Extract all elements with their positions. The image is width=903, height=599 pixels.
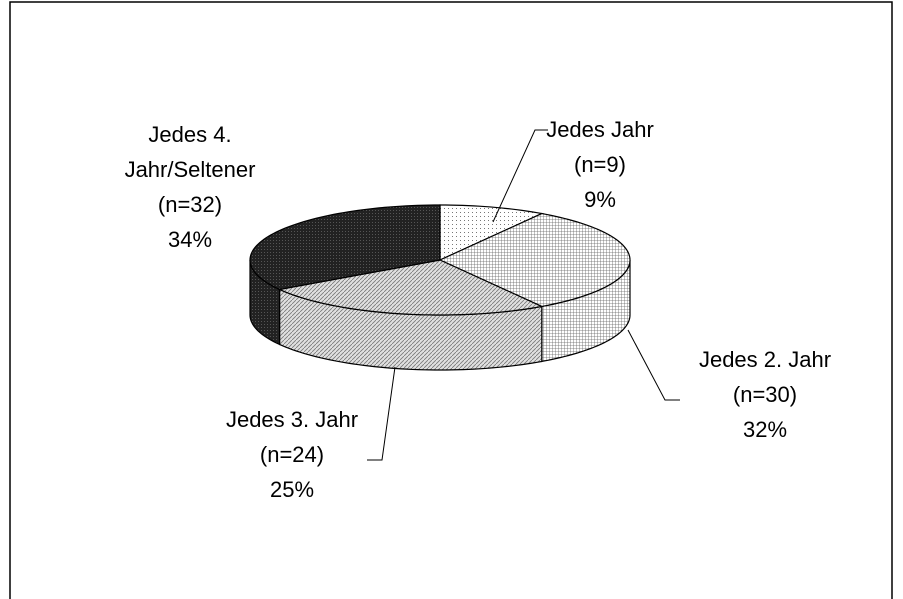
category-label: Jedes 4. Jahr/Seltener [124, 122, 256, 182]
leader-line [627, 329, 680, 401]
value-label: 34% [167, 227, 213, 252]
count-label: (n=30) [732, 382, 798, 407]
slice [277, 259, 544, 316]
category-label: Jedes 3. Jahr [225, 407, 359, 432]
slice-label: Jedes 4. Jahr/Seltener (n=32) 34% [115, 117, 265, 257]
count-label: (n=24) [259, 442, 325, 467]
leader-line [492, 129, 548, 223]
leader-lines [367, 129, 680, 461]
count-label: (n=32) [157, 192, 223, 217]
leader-line [367, 366, 396, 461]
value-label: 32% [742, 417, 788, 442]
count-label: (n=9) [574, 152, 626, 177]
category-label: Jedes Jahr [546, 117, 654, 142]
category-label: Jedes 2. Jahr [698, 347, 832, 372]
slice [439, 204, 544, 261]
value-label: 9% [584, 187, 616, 212]
slice-label: Jedes 2. Jahr (n=30) 32% [665, 342, 865, 447]
slice-label: Jedes 3. Jahr (n=24) 25% [192, 402, 392, 507]
value-label: 25% [269, 477, 315, 502]
frame [9, 1, 893, 599]
slice [249, 204, 441, 291]
pie [249, 204, 631, 371]
slice [438, 212, 631, 308]
slice-label: Jedes Jahr (n=9) 9% [500, 112, 700, 217]
